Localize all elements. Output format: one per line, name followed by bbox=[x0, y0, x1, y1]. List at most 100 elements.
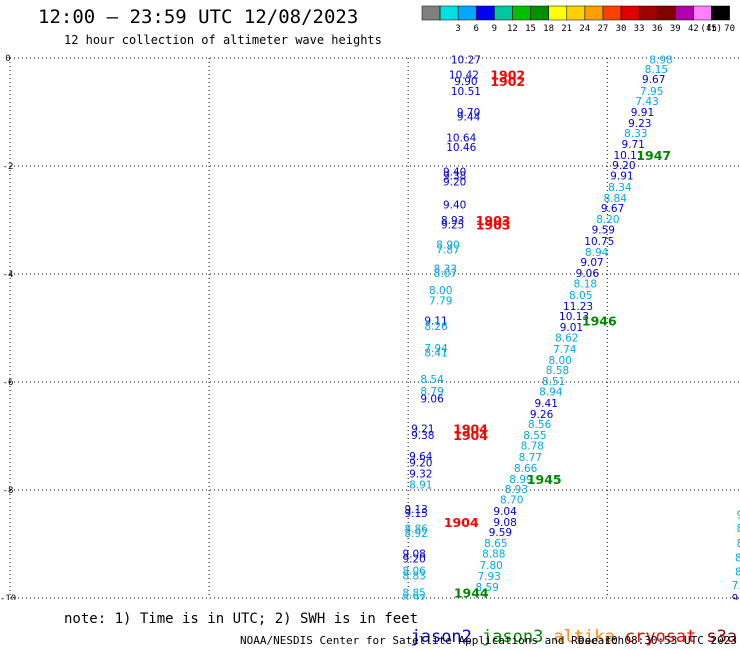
swh-value: 8 bbox=[737, 523, 740, 535]
page-title: 12:00 – 23:59 UTC 12/08/2023 bbox=[38, 6, 359, 28]
swh-value: 9.59 bbox=[592, 225, 615, 237]
y-tick-label: -8 bbox=[3, 486, 14, 496]
swh-value: 9.06 bbox=[576, 268, 600, 280]
color-legend: 3 6 9 12 15 18 21 24 27 30 33 36 39 42 45 70(ft) bbox=[421, 5, 735, 34]
legend-swatch bbox=[657, 5, 676, 21]
y-tick-label: -2 bbox=[3, 162, 14, 172]
swh-value: 8 bbox=[737, 538, 740, 550]
sat-s3a: s3a bbox=[706, 627, 738, 647]
swh-value: 8.05 bbox=[569, 290, 592, 302]
swh-value: 8.77 bbox=[519, 452, 542, 464]
swh-value: 9.67 bbox=[642, 74, 665, 86]
legend-swatch bbox=[476, 5, 495, 21]
swh-value: 9.06 bbox=[420, 394, 444, 406]
y-tick-label: -4 bbox=[3, 270, 14, 280]
legend-swatch-label: 3 bbox=[455, 24, 460, 34]
time-label: 1945 bbox=[527, 472, 562, 487]
swh-value: 9.38 bbox=[443, 171, 466, 183]
legend-swatch-label: 18 bbox=[543, 24, 554, 34]
legend-swatch-label: 6 bbox=[473, 24, 478, 34]
swh-value: 9.3 bbox=[732, 593, 740, 600]
legend-swatch-label: 27 bbox=[597, 24, 608, 34]
swh-value: 8.65 bbox=[484, 538, 507, 550]
swh-value: 8.79 bbox=[420, 386, 443, 398]
swh-value: 9.08 bbox=[493, 517, 516, 529]
time-label: 1903 bbox=[476, 213, 511, 228]
legend-swatch-label: 12 bbox=[507, 24, 518, 34]
legend-swatch-label: 42 bbox=[688, 24, 699, 34]
time-label: 1904 bbox=[444, 515, 479, 530]
swh-value: 10.75 bbox=[584, 236, 614, 248]
swh-value: 8. bbox=[735, 553, 740, 565]
swh-value: 9.90 bbox=[454, 76, 477, 88]
swh-value: 9.23 bbox=[628, 118, 651, 130]
swh-value: 8.00 bbox=[429, 285, 452, 297]
time-label: 1903 bbox=[476, 217, 511, 232]
swh-value: 8.06 bbox=[402, 565, 426, 577]
swh-value: 8.58 bbox=[546, 365, 569, 377]
swh-value: 10.46 bbox=[446, 142, 476, 154]
swh-value: 8.70 bbox=[500, 495, 523, 507]
y-tick-label: 0 bbox=[5, 54, 10, 64]
legend-swatch-label: 21 bbox=[561, 24, 572, 34]
time-label: 1944 bbox=[454, 586, 489, 600]
swh-value: 8.78 bbox=[521, 441, 544, 453]
swh-value: 8.94 bbox=[585, 247, 609, 259]
swh-value: 9.07 bbox=[580, 257, 603, 269]
swh-value: 9.91 bbox=[610, 171, 633, 183]
legend-swatch bbox=[711, 5, 730, 21]
swh-value: 8.93 bbox=[441, 215, 464, 227]
legend-swatch bbox=[602, 5, 622, 21]
swh-value: 9.91 bbox=[631, 107, 654, 119]
swh-value: 9.41 bbox=[535, 398, 558, 410]
swh-value: 8.00 bbox=[548, 355, 571, 367]
legend-swatch bbox=[439, 5, 459, 21]
axis-ticks: 0-2-4-6-8-10-135-132-129-126-123-124 bbox=[0, 54, 16, 600]
swh-value: 9.71 bbox=[621, 139, 644, 151]
swh-value: 8.54 bbox=[420, 374, 444, 386]
swh-value: 9.70 bbox=[457, 107, 480, 119]
legend-swatch-label: 36 bbox=[652, 24, 663, 34]
legend-swatch bbox=[457, 5, 477, 21]
y-tick-label: -10 bbox=[0, 594, 16, 600]
swh-value: 8.92 bbox=[402, 593, 425, 600]
swh-value: 8.59 bbox=[475, 582, 498, 594]
swh-value: 7.87 bbox=[436, 245, 459, 257]
swh-value: 8.34 bbox=[608, 182, 632, 194]
swh-value: 7.43 bbox=[635, 96, 658, 108]
page-subtitle: 12 hour collection of altimeter wave hei… bbox=[64, 33, 382, 47]
swh-value: 8.15 bbox=[645, 64, 668, 76]
swh-value: 9.21 bbox=[411, 423, 434, 435]
swh-value: 9.20 bbox=[612, 160, 635, 172]
swh-value: 9.25 bbox=[441, 219, 464, 231]
swh-value: 9.01 bbox=[560, 322, 583, 334]
time-label: 1904 bbox=[453, 421, 488, 436]
swh-value: 8.56 bbox=[528, 419, 552, 431]
legend-swatch bbox=[675, 5, 694, 21]
swh-value: 10.13 bbox=[559, 311, 589, 323]
swh-value: 9.20 bbox=[443, 177, 466, 189]
swh-value: 9.32 bbox=[409, 468, 432, 480]
swh-value: 10.11 bbox=[613, 150, 643, 162]
swh-value: 9.64 bbox=[409, 451, 433, 463]
timestamp-text: Dec 10 08:30:53 UTC 2023 bbox=[578, 634, 737, 647]
time-label: 1902 bbox=[490, 68, 525, 83]
swh-value: 8.51 bbox=[542, 376, 565, 388]
swh-value: 8.41 bbox=[424, 347, 447, 359]
legend-swatch-label: 70 bbox=[724, 24, 735, 34]
sat-jason2: jason2 bbox=[410, 627, 472, 647]
plot-grid bbox=[9, 57, 740, 599]
swh-value: 8.86 bbox=[404, 523, 428, 535]
swh-value: 8.99 bbox=[509, 474, 532, 486]
footer-note: note: 1) Time is in UTC; 2) SWH is in fe… bbox=[64, 611, 419, 627]
swh-value: 7.74 bbox=[553, 344, 577, 356]
satellite-legend: jason2 jason3 altika cryosat s3a bbox=[390, 607, 740, 647]
swh-value: 7.94 bbox=[424, 343, 448, 355]
legend-swatch bbox=[566, 5, 586, 21]
swh-value: 8.91 bbox=[409, 480, 432, 492]
swh-value: 9.20 bbox=[409, 457, 432, 469]
sat-altika: altika bbox=[553, 627, 615, 647]
swh-value: 9.40 bbox=[443, 166, 466, 178]
swh-value: 11.23 bbox=[563, 301, 593, 313]
